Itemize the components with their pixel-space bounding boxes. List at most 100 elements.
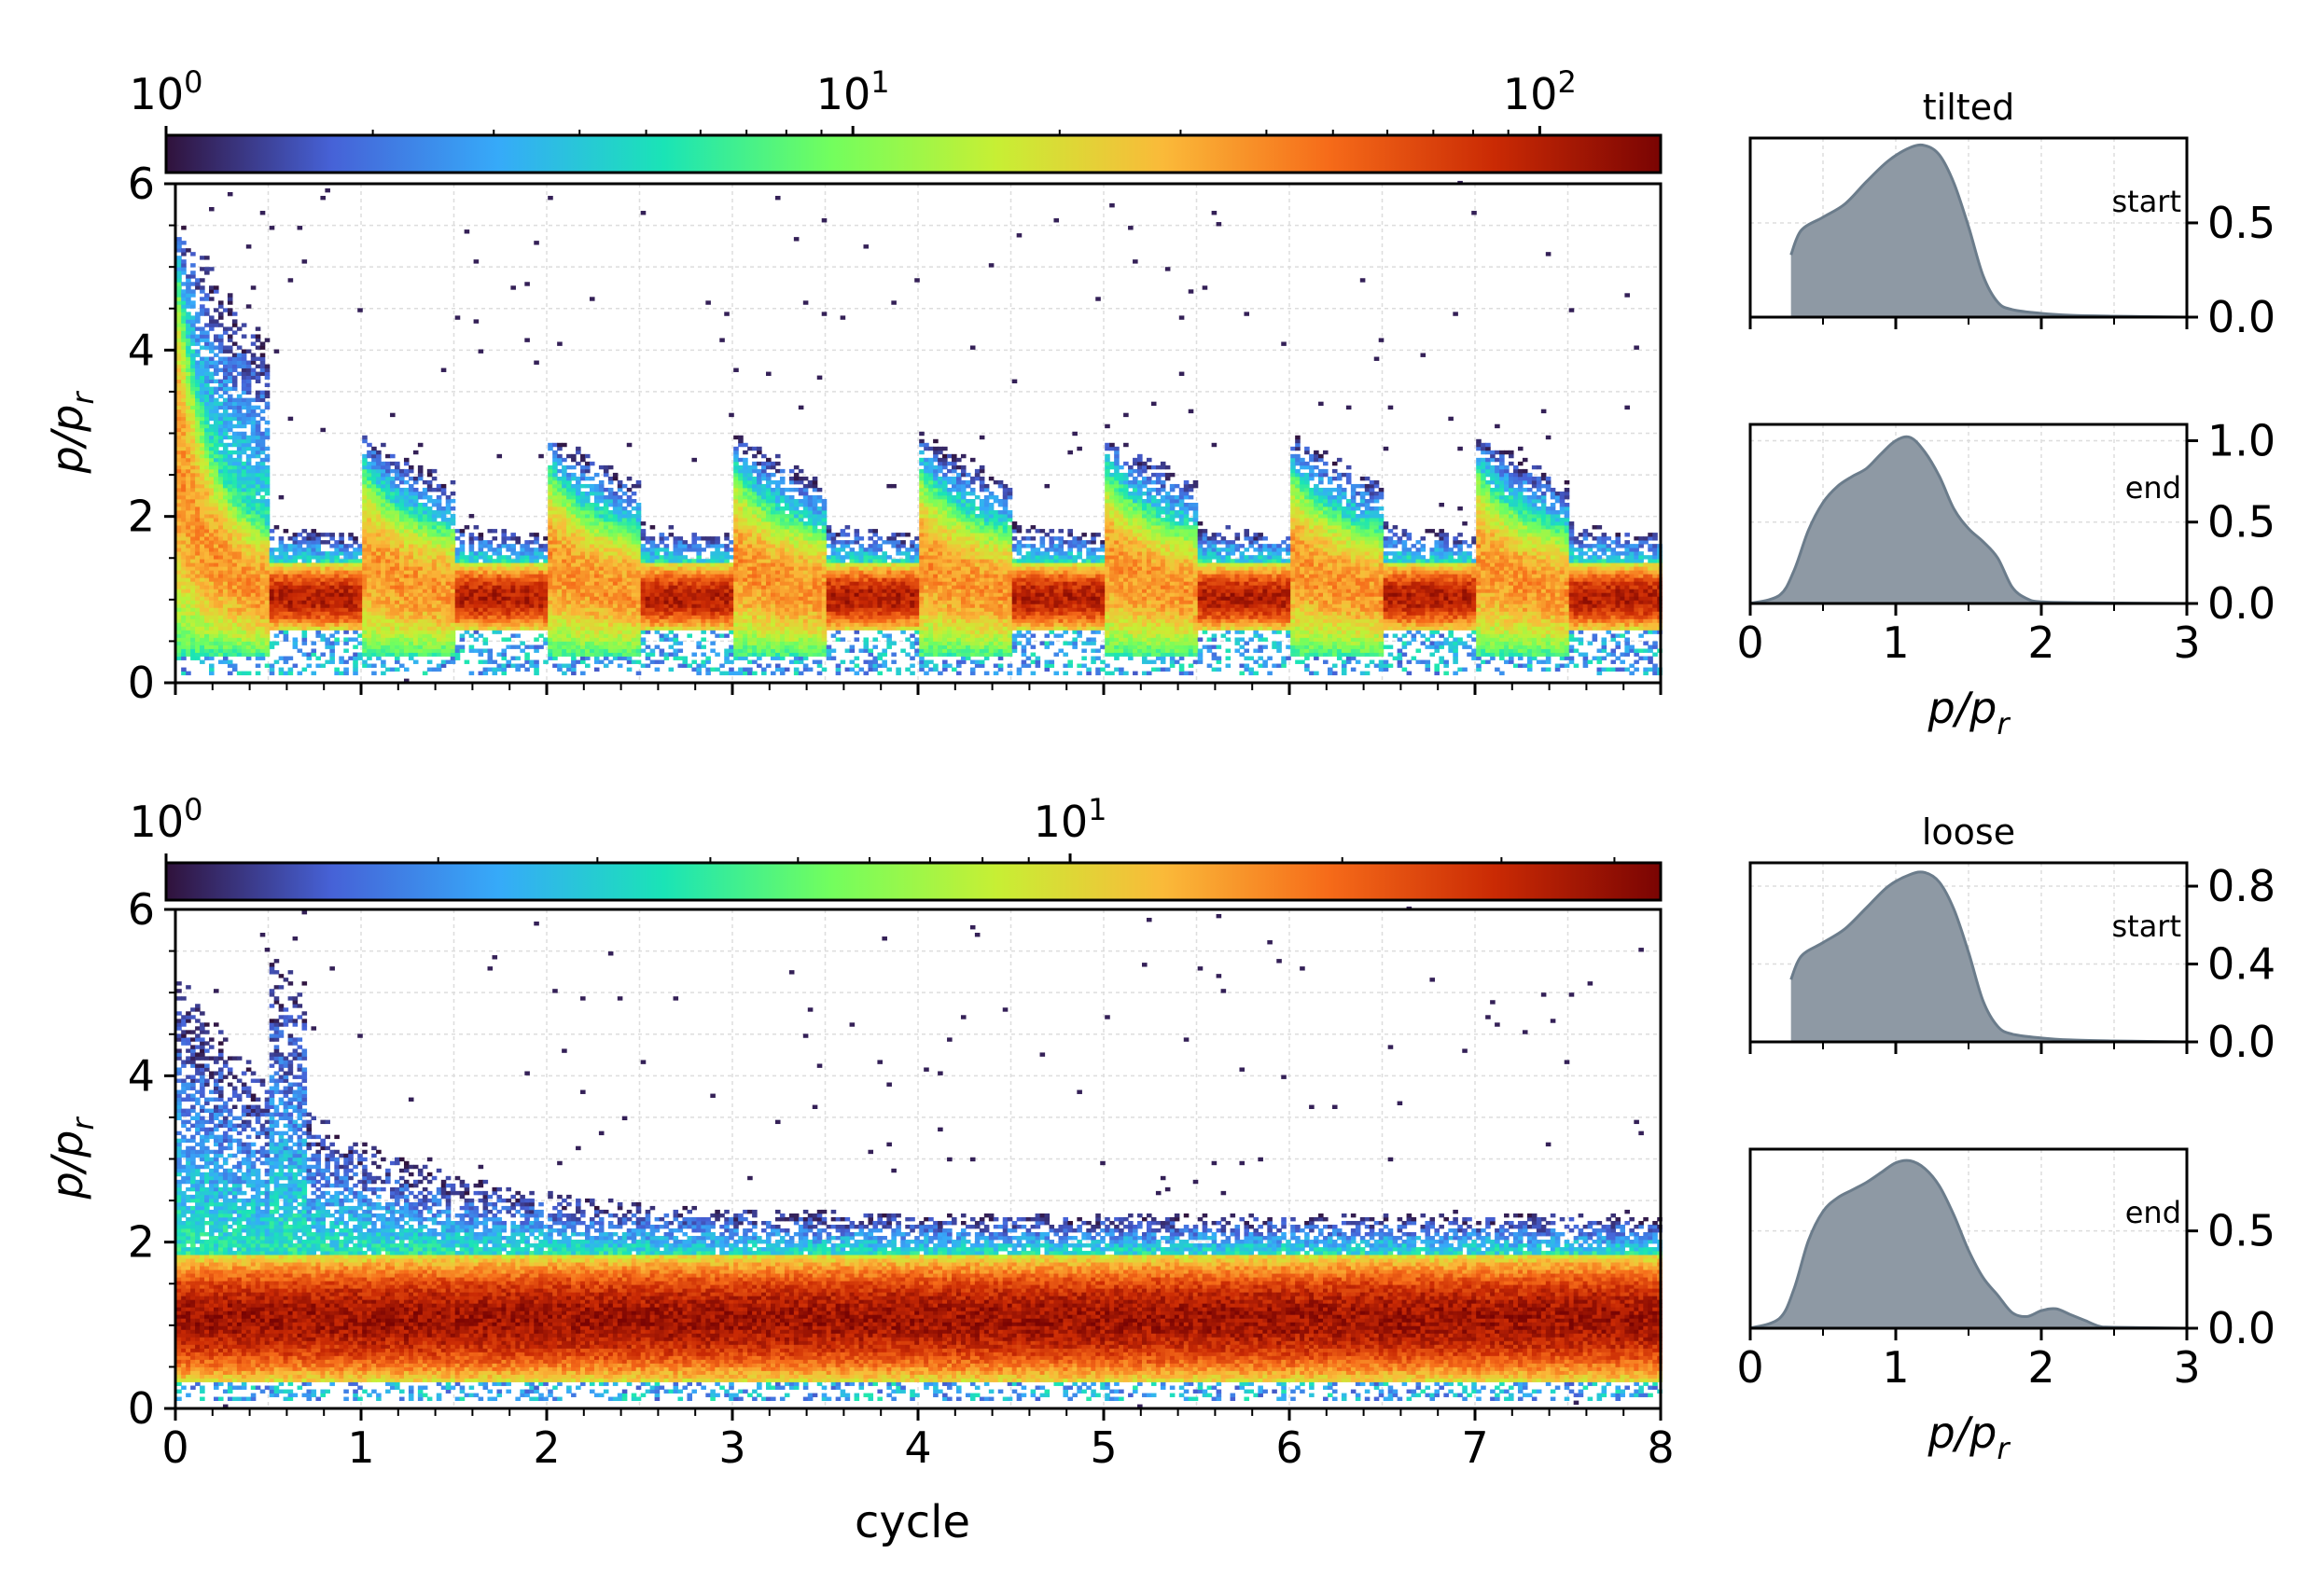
heatmap-cell: [223, 641, 229, 645]
heatmap-cell: [204, 387, 210, 391]
heatmap-cell: [246, 443, 252, 447]
heatmap-cell: [260, 653, 266, 657]
heatmap-cell: [284, 603, 289, 607]
heatmap-cell: [306, 657, 312, 660]
heatmap-cell: [181, 581, 187, 585]
heatmap-cell: [256, 345, 261, 349]
heatmap-cell: [279, 618, 285, 622]
heatmap-cell: [246, 589, 252, 592]
heatmap-cell: [246, 566, 252, 570]
heatmap-cell: [176, 551, 182, 555]
heatmap-cell: [228, 611, 233, 615]
heatmap-cell: [246, 380, 252, 383]
heatmap-cell: [223, 603, 229, 607]
heatmap-cell: [246, 514, 252, 518]
heatmap-cell: [228, 529, 233, 533]
heatmap-cell: [246, 473, 252, 477]
heatmap-cell: [265, 570, 271, 574]
heatmap-cell: [209, 551, 215, 555]
heatmap-cell: [246, 574, 252, 577]
heatmap-cell: [256, 521, 261, 525]
heatmap-cell: [181, 514, 187, 518]
heatmap-cell: [186, 514, 191, 518]
heatmap-cell: [186, 341, 191, 345]
heatmap-cell: [223, 518, 229, 521]
heatmap-cell: [260, 626, 266, 630]
heatmap-cell: [237, 436, 243, 439]
heatmap-cell: [195, 551, 201, 555]
heatmap-cell: [237, 577, 243, 581]
heatmap-cell: [218, 380, 224, 383]
heatmap-cell: [237, 480, 243, 484]
heatmap-cell: [195, 648, 201, 652]
heatmap-cell: [279, 657, 285, 660]
heatmap-cell: [270, 559, 275, 562]
heatmap-cell: [228, 395, 233, 398]
heatmap-cell: [204, 492, 210, 495]
heatmap-cell: [195, 383, 201, 387]
heatmap-cell: [270, 615, 275, 618]
heatmap-cell: [209, 469, 215, 473]
heatmap-cell: [204, 421, 210, 424]
heatmap-cell: [200, 406, 205, 409]
heatmap-cell: [223, 454, 229, 458]
heatmap-cell: [223, 555, 229, 559]
heatmap-cell: [228, 633, 233, 637]
heatmap-cell: [181, 338, 187, 341]
heatmap-cell: [265, 365, 271, 368]
heatmap-cell: [232, 465, 238, 469]
heatmap-cell: [190, 413, 196, 417]
heatmap-cell: [232, 581, 238, 585]
heatmap-cell: [186, 480, 191, 484]
heatmap-cell: [256, 592, 261, 596]
heatmap-cell: [302, 622, 308, 626]
heatmap-cell: [293, 611, 299, 615]
heatmap-cell: [242, 368, 247, 372]
heatmap-cell: [246, 577, 252, 581]
heatmap-cell: [186, 338, 191, 341]
heatmap-cell: [218, 465, 224, 469]
heatmap-cell: [232, 664, 238, 668]
heatmap-cell: [284, 600, 289, 603]
heatmap-cell: [204, 525, 210, 529]
heatmap-cell: [302, 618, 308, 622]
heatmap-cell: [209, 648, 215, 652]
heatmap-cell: [288, 536, 294, 540]
heatmap-cell: [246, 533, 252, 536]
heatmap-cell: [223, 387, 229, 391]
heatmap-cell: [223, 443, 229, 447]
heatmap-cell: [265, 615, 271, 618]
heatmap-cell: [181, 525, 187, 529]
heatmap-cell: [186, 484, 191, 488]
heatmap-cell: [195, 570, 201, 574]
heatmap-cell: [186, 548, 191, 551]
heatmap-cell: [251, 611, 257, 615]
heatmap-cell: [218, 630, 224, 633]
heatmap-cell: [218, 633, 224, 637]
heatmap-cell: [204, 267, 210, 270]
heatmap-cell: [251, 540, 257, 544]
heatmap-cell: [237, 622, 243, 626]
heatmap-cell: [223, 447, 229, 451]
heatmap-cell: [256, 454, 261, 458]
heatmap-cell: [186, 648, 191, 652]
heatmap-cell: [195, 492, 201, 495]
heatmap-cell: [209, 544, 215, 548]
heatmap-cell: [186, 391, 191, 395]
heatmap-cell: [190, 417, 196, 421]
heatmap-cell: [251, 341, 257, 345]
heatmap-cell: [237, 574, 243, 577]
heatmap-cell: [190, 484, 196, 488]
heatmap-cell: [246, 536, 252, 540]
heatmap-cell: [293, 555, 299, 559]
heatmap-cell: [214, 345, 219, 349]
heatmap-cell: [214, 338, 219, 341]
heatmap-cell: [195, 581, 201, 585]
heatmap-cell: [195, 458, 201, 462]
heatmap-cell: [209, 618, 215, 622]
heatmap-cell: [242, 506, 247, 510]
heatmap-cell: [214, 421, 219, 424]
heatmap-cell: [284, 562, 289, 566]
heatmap-cell: [306, 559, 312, 562]
heatmap-cell: [200, 465, 205, 469]
